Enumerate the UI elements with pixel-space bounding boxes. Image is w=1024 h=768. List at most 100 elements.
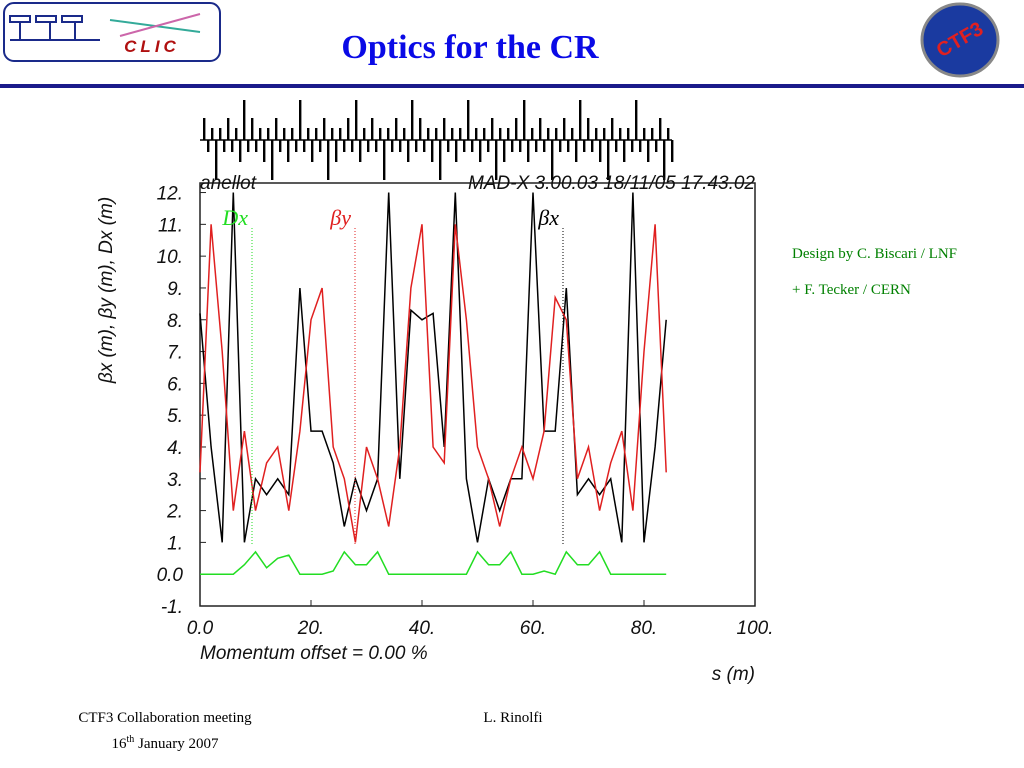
lattice-element [211, 128, 214, 140]
lattice-element [599, 140, 602, 162]
x-tick-label: 0.0 [187, 618, 214, 639]
annotation: Momentum offset = 0.00 % [200, 643, 428, 664]
y-tick-label: 1. [167, 533, 183, 554]
x-axis-label: s (m) [712, 664, 755, 685]
chart-subtitle: MAD-X 3.00.03 18/11/05 17.43.02 [468, 173, 755, 194]
lattice-element [259, 128, 262, 140]
lattice-element [479, 140, 482, 162]
footer-date: 16th January 2007 [112, 734, 219, 752]
lattice-element [527, 140, 530, 162]
y-tick-label: 12. [157, 184, 183, 205]
lattice-element [631, 140, 634, 152]
lattice-element [571, 128, 574, 140]
lattice-element [243, 100, 246, 140]
y-tick-label: 11. [158, 215, 183, 236]
lattice-element [559, 140, 562, 152]
logo-drawing [9, 13, 201, 41]
lattice-element [551, 140, 554, 180]
lattice-element [371, 118, 374, 140]
series-line [199, 224, 667, 543]
lattice-element [575, 140, 578, 162]
lattice-element [671, 140, 674, 162]
lattice-element [655, 140, 658, 152]
series-label: Dx [221, 205, 248, 230]
lattice-element [419, 118, 422, 140]
lattice-element [427, 128, 430, 140]
lattice-element [667, 128, 670, 140]
plot-frame [199, 182, 756, 607]
lattice-element [567, 140, 570, 152]
y-tick-label: 5. [167, 406, 183, 427]
lattice-element [535, 140, 538, 152]
lattice-element [619, 128, 622, 140]
y-tick-label: 10. [157, 247, 183, 268]
x-tick-label: 40. [409, 618, 435, 639]
lattice-element [251, 118, 254, 140]
lattice-element [659, 118, 662, 140]
lattice-element [407, 140, 410, 162]
lattice-element [443, 118, 446, 140]
lattice-element [491, 118, 494, 140]
lattice-element [539, 118, 542, 140]
lattice-element [515, 118, 518, 140]
lattice-element [319, 140, 322, 152]
lattice-element [487, 140, 490, 152]
lattice-element [375, 140, 378, 152]
lattice-element [335, 140, 338, 162]
slide-title: Optics for the CR [341, 29, 599, 66]
lattice-element [523, 100, 526, 140]
lattice-element [595, 128, 598, 140]
lattice-element [323, 118, 326, 140]
lattice-element [583, 140, 586, 152]
logo-frame [3, 2, 221, 62]
series-label: βx [537, 205, 559, 230]
lattice-element [591, 140, 594, 152]
lattice-element [467, 100, 470, 140]
header-rule [0, 84, 1024, 88]
lattice-element [363, 128, 366, 140]
lattice-element [215, 140, 218, 180]
lattice-element [235, 128, 238, 140]
lattice-element [247, 140, 250, 152]
y-tick-label: 7. [167, 343, 183, 364]
footer-author: L. Rinolfi [483, 710, 542, 726]
lattice-element [383, 140, 386, 180]
lattice-element [455, 140, 458, 162]
lattice-element [423, 140, 426, 152]
lattice-element [391, 140, 394, 152]
lattice-element [495, 140, 498, 180]
logo-text: CLIC [124, 37, 180, 56]
lattice-element [303, 140, 306, 152]
lattice-element [351, 140, 354, 152]
y-tick-label: 3. [167, 470, 183, 491]
lattice-element [439, 140, 442, 180]
lattice-element [483, 128, 486, 140]
lattice-element [611, 118, 614, 140]
lattice-element [331, 128, 334, 140]
lattice-element [347, 118, 350, 140]
lattice-element [267, 128, 270, 140]
lattice-element [435, 128, 438, 140]
y-tick-label: 9. [167, 279, 183, 300]
series-label: βy [329, 205, 351, 230]
y-tick-label: 2. [166, 502, 183, 523]
lattice-element [651, 128, 654, 140]
lattice-element [399, 140, 402, 152]
lattice-element [503, 140, 506, 162]
lattice-element [299, 100, 302, 140]
footer-date-sup: th [127, 734, 135, 745]
note: + F. Tecker / CERN [792, 282, 911, 298]
lattice-element [315, 128, 318, 140]
lattice-element [231, 140, 234, 152]
lattice-element [355, 100, 358, 140]
lattice-element [499, 128, 502, 140]
lattice-element [415, 140, 418, 152]
lattice-element [343, 140, 346, 152]
lattice-element [291, 128, 294, 140]
lattice-element [463, 140, 466, 152]
lattice-element [359, 140, 362, 162]
lattice-element [511, 140, 514, 152]
footer-date-day: 16 [112, 736, 128, 752]
lattice-element [471, 140, 474, 152]
